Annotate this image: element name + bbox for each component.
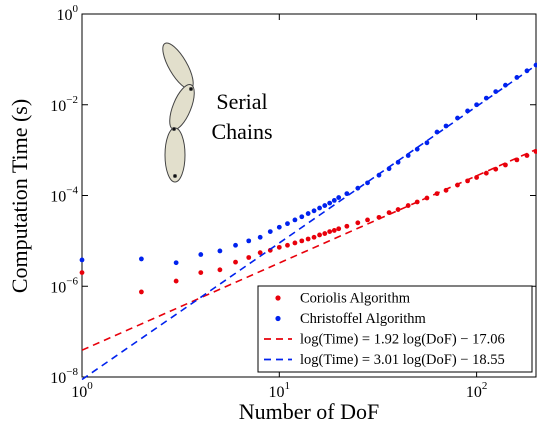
data-point xyxy=(327,200,333,206)
data-point xyxy=(233,242,238,248)
x-axis-label: Number of DoF xyxy=(239,399,380,424)
data-point xyxy=(173,278,179,284)
data-point xyxy=(299,214,305,220)
legend-box xyxy=(257,285,533,373)
data-point xyxy=(317,205,322,211)
fit-line xyxy=(81,148,537,351)
legend-swatch xyxy=(275,315,281,322)
joint xyxy=(172,127,176,131)
data-point xyxy=(198,252,204,257)
link-ellipse xyxy=(162,42,194,90)
joint xyxy=(189,87,193,91)
data-point xyxy=(311,234,317,240)
data-point xyxy=(285,221,290,227)
data-point xyxy=(217,248,223,254)
data-point xyxy=(336,226,342,232)
data-point xyxy=(336,195,342,200)
data-point xyxy=(276,224,282,230)
data-point xyxy=(405,153,411,158)
data-point xyxy=(395,159,401,165)
data-point xyxy=(443,123,449,129)
data-point xyxy=(331,197,337,203)
data-point xyxy=(305,211,311,216)
data-point xyxy=(327,229,333,235)
data-point xyxy=(292,217,298,223)
data-point xyxy=(246,238,252,244)
data-point xyxy=(424,140,430,146)
data-point xyxy=(257,234,263,240)
data-point xyxy=(173,260,179,266)
legend-label: Coriolis Algorithm xyxy=(300,290,411,306)
data-point xyxy=(305,236,311,242)
tick-label: 100 xyxy=(71,380,93,401)
data-point xyxy=(198,270,204,275)
y-axis-label: Computation Time (s) xyxy=(7,99,32,293)
data-point xyxy=(533,62,537,68)
data-point xyxy=(267,229,273,235)
tick-label: 101 xyxy=(269,380,291,401)
data-point xyxy=(503,82,508,88)
data-point xyxy=(79,257,85,263)
data-point xyxy=(344,223,350,229)
fit-line xyxy=(81,64,537,381)
data-point xyxy=(138,289,144,295)
tick-label: 10−6 xyxy=(50,275,78,296)
tick-label: 10−4 xyxy=(50,184,78,205)
tick-label: 10−8 xyxy=(50,366,78,387)
legend-swatch xyxy=(275,295,281,301)
annotation: Serial xyxy=(216,89,267,114)
data-point xyxy=(257,250,263,256)
data-point xyxy=(285,242,290,248)
data-point xyxy=(322,203,328,208)
joint xyxy=(173,174,177,178)
data-point xyxy=(405,203,411,208)
link-ellipse xyxy=(169,83,195,131)
data-point xyxy=(365,217,370,223)
data-point xyxy=(483,170,489,176)
tick-label: 100 xyxy=(57,3,79,24)
annotation: Chains xyxy=(211,119,272,144)
data-point xyxy=(299,238,305,244)
legend-label: log(Time) = 1.92 log(DoF) − 17.06 xyxy=(300,331,505,347)
data-point xyxy=(317,232,322,238)
data-point xyxy=(79,270,85,275)
data-point xyxy=(414,146,420,152)
data-point xyxy=(292,240,298,246)
data-point xyxy=(355,220,361,226)
legend-label: Christoffel Algorithm xyxy=(300,311,427,327)
data-point xyxy=(322,231,328,236)
tick-label: 10−2 xyxy=(50,93,78,114)
legend-label: log(Time) = 3.01 log(DoF) − 18.55 xyxy=(300,352,505,368)
data-point xyxy=(474,175,480,180)
tick-label: 102 xyxy=(466,380,488,401)
data-point xyxy=(217,267,223,273)
serial-chain-icon xyxy=(162,42,195,183)
data-point xyxy=(344,191,350,197)
data-point xyxy=(395,207,401,212)
data-point xyxy=(138,256,144,262)
data-point xyxy=(311,208,317,214)
data-point xyxy=(246,255,252,260)
data-point xyxy=(331,228,337,233)
data-point xyxy=(276,244,282,250)
data-point xyxy=(233,259,238,265)
link-ellipse xyxy=(164,127,186,183)
